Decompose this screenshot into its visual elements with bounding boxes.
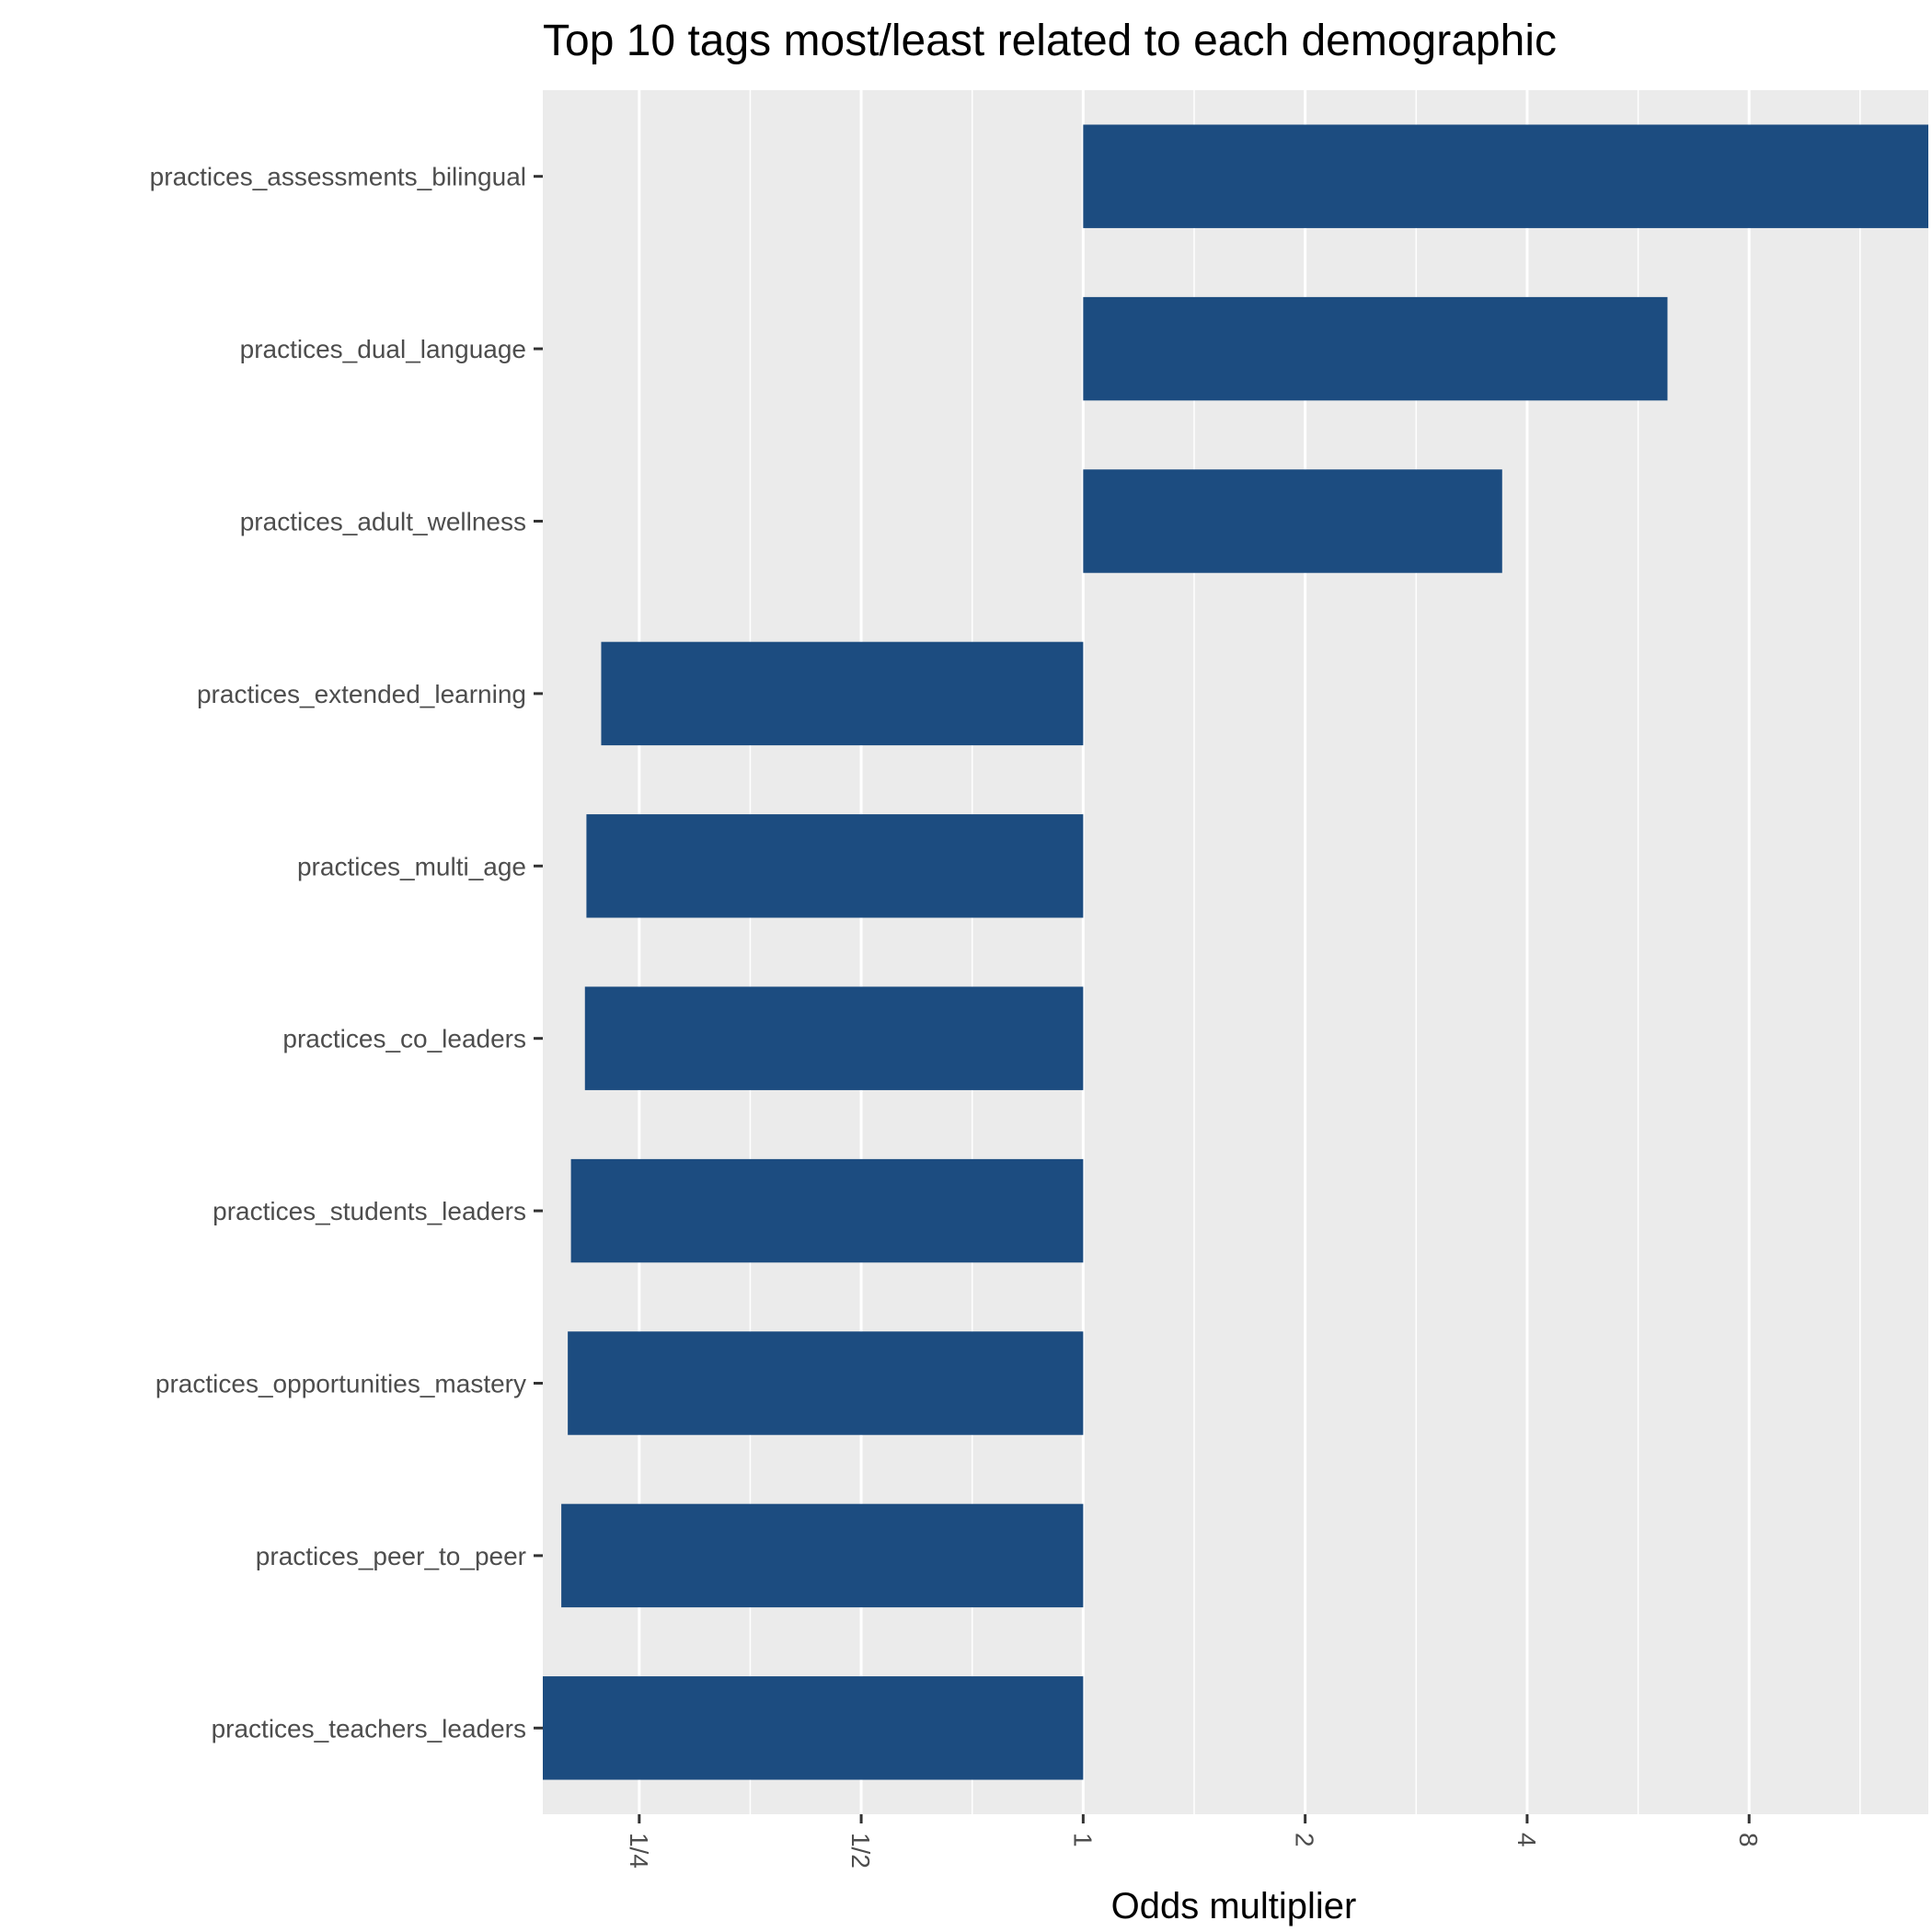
y-tick-label: practices_students_leaders bbox=[213, 1197, 526, 1225]
y-tick-label: practices_teachers_leaders bbox=[212, 1714, 526, 1742]
x-tick-label: 4 bbox=[1512, 1833, 1541, 1847]
y-tick-label: practices_adult_wellness bbox=[240, 508, 526, 536]
chart-title: Top 10 tags most/least related to each d… bbox=[543, 17, 1557, 65]
y-tick-label: practices_opportunities_mastery bbox=[155, 1370, 526, 1398]
y-tick-label: practices_co_leaders bbox=[282, 1025, 526, 1053]
x-axis: 1/4 1/2 1 2 4 8 bbox=[625, 1814, 1763, 1869]
x-tick-label: 1 bbox=[1068, 1833, 1097, 1847]
bar bbox=[584, 986, 1084, 1090]
bar bbox=[570, 1158, 1084, 1263]
bars bbox=[543, 124, 1928, 1780]
y-axis: practices_assessments_bilingual practices… bbox=[150, 163, 543, 1742]
y-tick-label: practices_peer_to_peer bbox=[256, 1542, 526, 1570]
x-tick-label: 1/4 bbox=[625, 1833, 653, 1869]
bar bbox=[543, 1676, 1084, 1780]
x-tick-label: 1/2 bbox=[846, 1833, 875, 1869]
y-tick-label: practices_multi_age bbox=[297, 852, 526, 880]
bar bbox=[568, 1331, 1084, 1435]
bar bbox=[561, 1503, 1084, 1608]
bar bbox=[1083, 296, 1668, 401]
bar bbox=[1083, 469, 1502, 573]
y-tick-label: practices_extended_learning bbox=[197, 680, 526, 708]
y-tick-label: practices_assessments_bilingual bbox=[150, 163, 526, 191]
x-tick-label: 2 bbox=[1291, 1833, 1319, 1847]
bar bbox=[601, 641, 1084, 746]
x-tick-label: 8 bbox=[1734, 1833, 1763, 1847]
bar bbox=[1083, 124, 1928, 228]
x-axis-title: Odds multiplier bbox=[1111, 1886, 1357, 1926]
bar bbox=[586, 814, 1084, 918]
y-tick-label: practices_dual_language bbox=[240, 335, 526, 363]
